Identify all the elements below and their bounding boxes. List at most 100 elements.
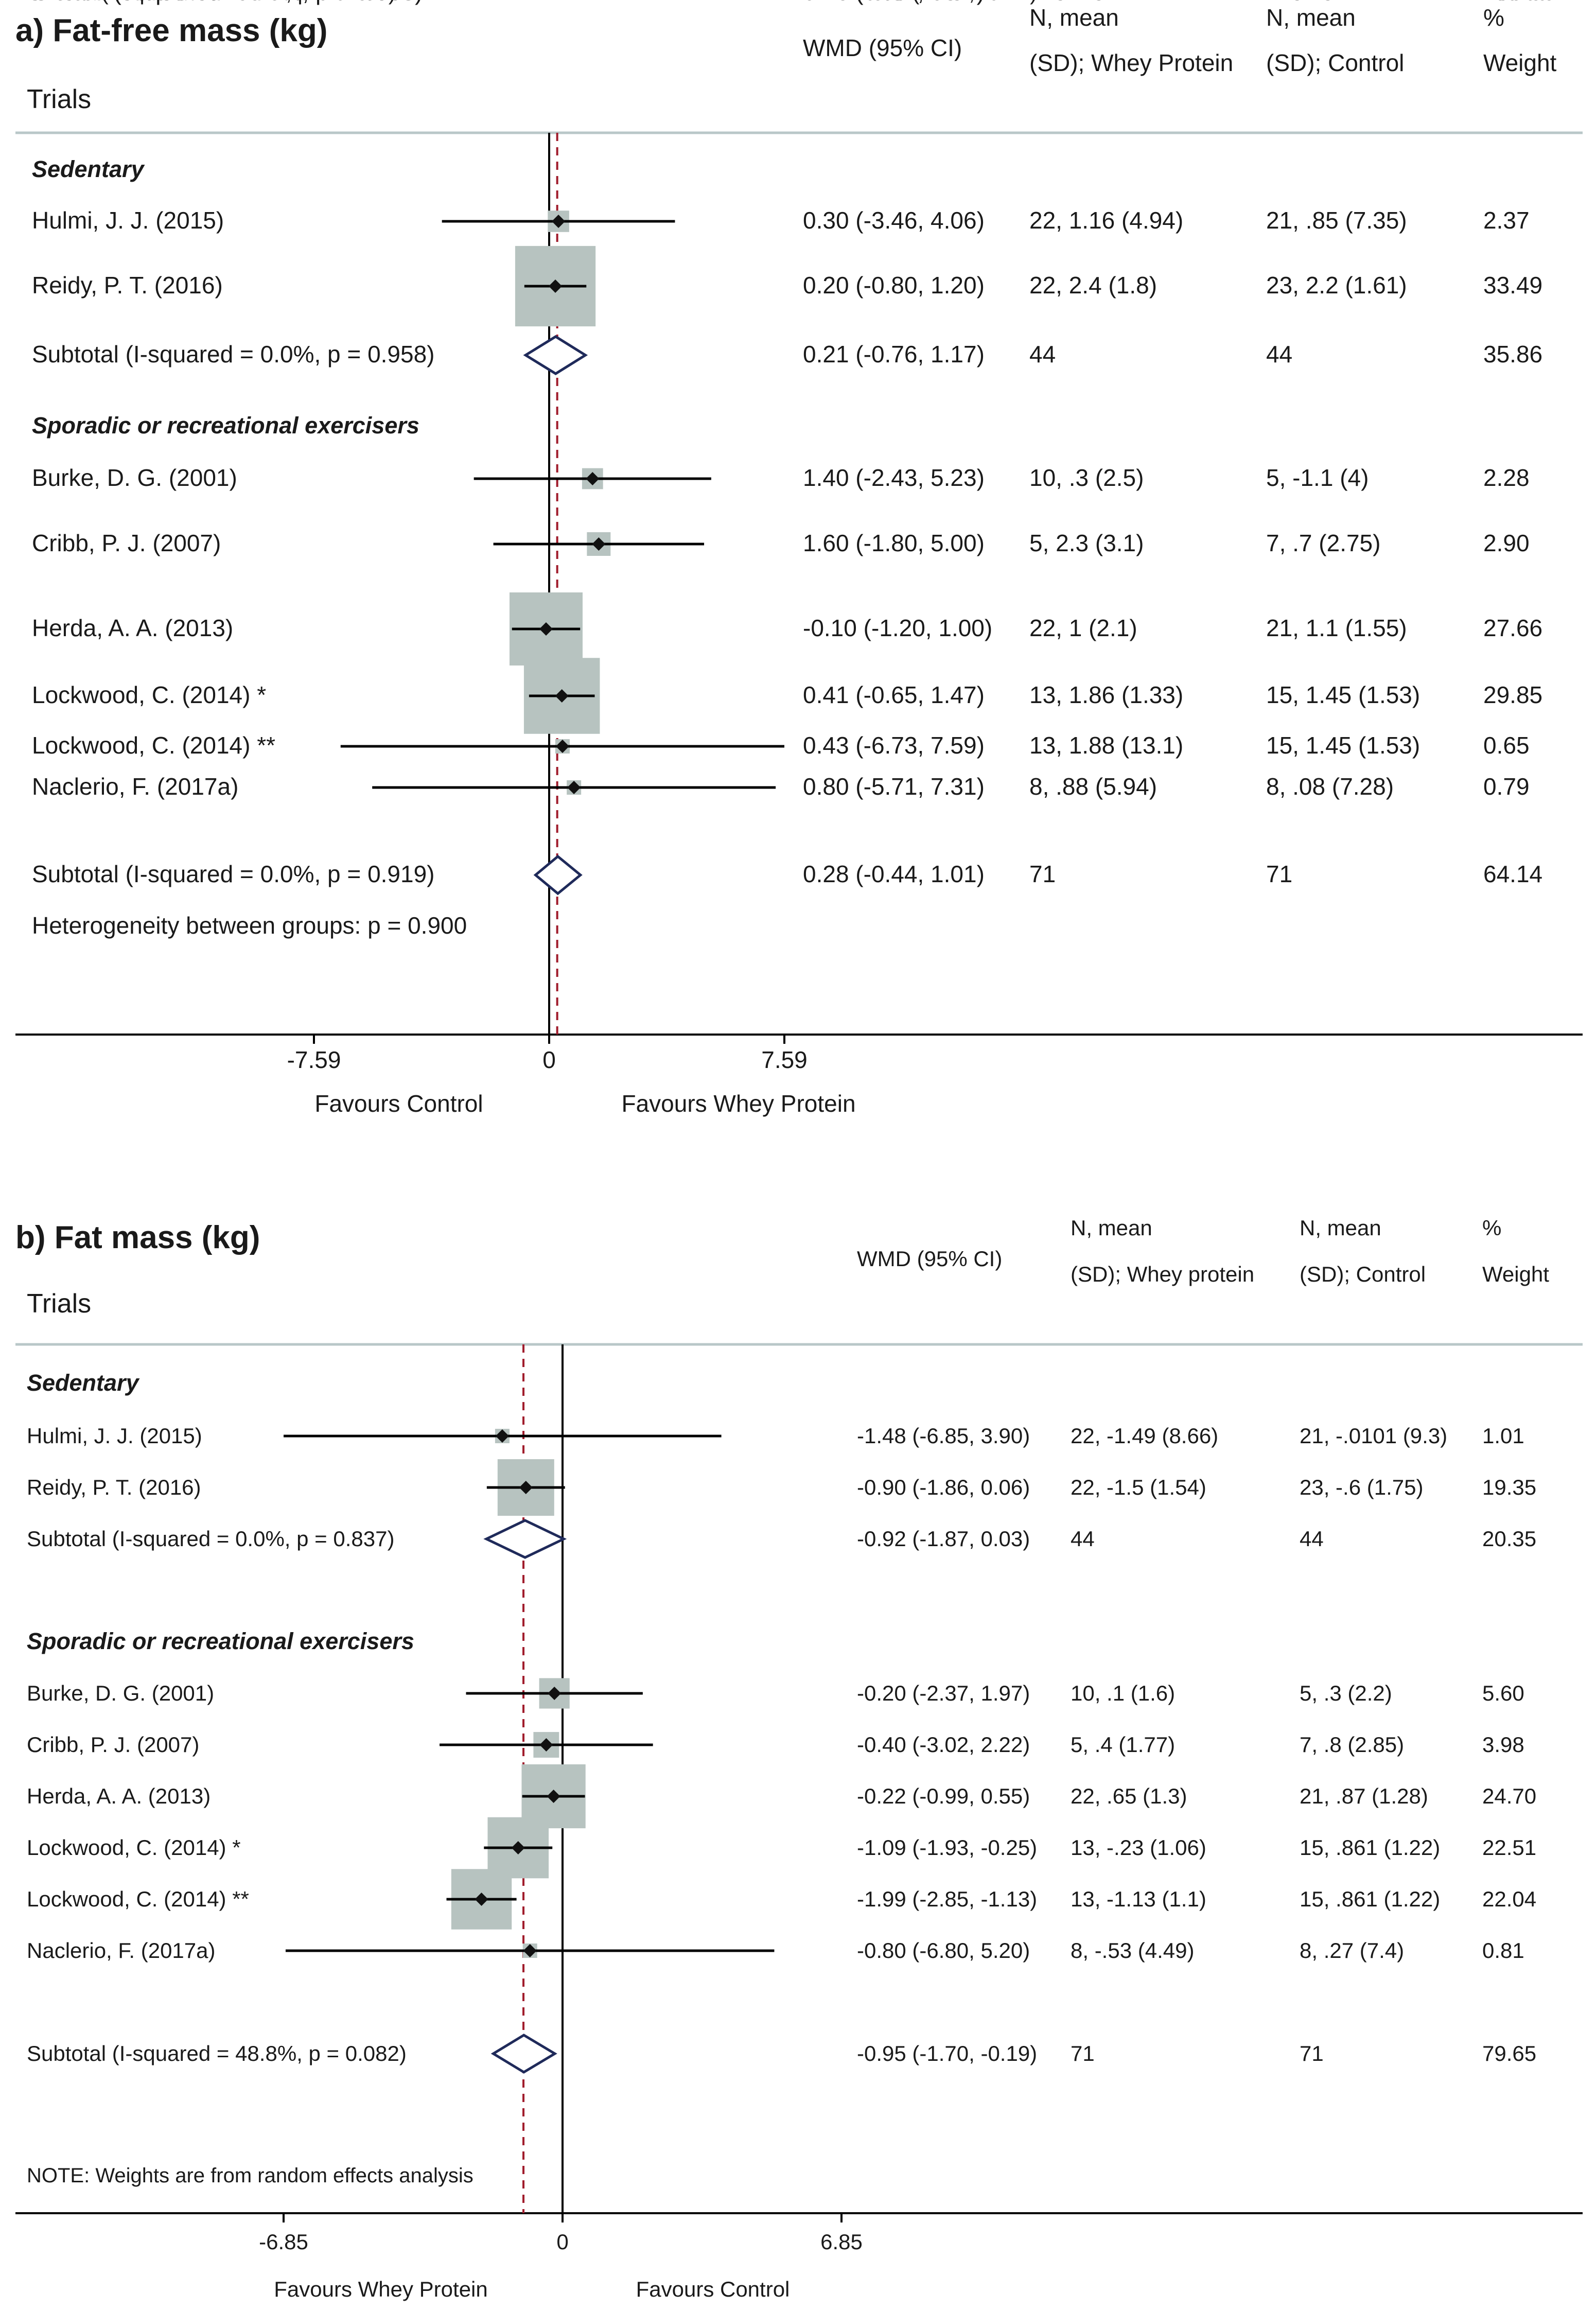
wmd-ci-value: -0.22 (-0.99, 0.55) [857,1784,1030,1808]
whey-n-mean-sd: 10, .1 (1.6) [1071,1681,1175,1705]
wmd-ci-value: -0.90 (-1.86, 0.06) [857,1475,1030,1499]
wmd-ci-value: 0.30 (-3.46, 4.06) [803,207,985,234]
panel-title: a) Fat-free mass (kg) [15,13,327,48]
percent-weight: 5.60 [1482,1681,1524,1705]
study-label: Burke, D. G. (2001) [27,1681,214,1705]
control-n-mean-sd: 15, .861 (1.22) [1300,1835,1440,1860]
axis-tick-label: 7.59 [761,1046,808,1073]
control-header-line2: (SD); Control [1300,1262,1426,1286]
study-point-estimate [592,537,606,551]
percent-weight: 24.70 [1482,1784,1536,1808]
subtotal-label: Overall (I-squared = 0.0%, p = 0.983) [32,0,423,5]
wmd-ci-value: 0.43 (-6.73, 7.59) [803,732,985,759]
study-label: Lockwood, C. (2014) * [27,1835,241,1860]
whey-header-line1: N, mean [1029,4,1119,31]
study-point-estimate [539,622,553,636]
wmd-ci-value: -1.99 (-2.85, -1.13) [857,1887,1037,1911]
subtotal-label: Subtotal (I-squared = 0.0%, p = 0.837) [27,1527,394,1551]
percent-weight: 20.35 [1482,1527,1536,1551]
percent-weight: 100.00 [1482,0,1548,5]
whey-n-mean-sd: 13, 1.88 (13.1) [1029,732,1183,759]
control-n-mean-sd: 5, .3 (2.2) [1300,1681,1392,1705]
panel-title: b) Fat mass (kg) [15,1220,260,1255]
percent-weight: 2.28 [1483,464,1530,491]
axis-tick-label: 0 [542,1046,556,1073]
whey-n-mean-sd: 5, 2.3 (3.1) [1029,530,1144,556]
whey-n-mean-sd: 115 [1071,0,1105,5]
control-header-line1: N, mean [1266,4,1356,31]
whey-n-mean-sd: 22, -1.5 (1.54) [1071,1475,1206,1499]
axis-tick-label: -6.85 [259,2230,308,2254]
percent-weight: 2.90 [1483,530,1530,556]
control-n-mean-sd: 15, 1.45 (1.53) [1266,732,1420,759]
whey-n-mean-sd: 5, .4 (1.77) [1071,1732,1175,1757]
wmd-ci-value: 0.41 (-0.65, 1.47) [803,681,985,708]
percent-weight: 0.79 [1483,773,1530,800]
wmd-ci-value: 1.60 (-1.80, 5.00) [803,530,985,556]
percent-weight: 3.98 [1482,1732,1524,1757]
percent-weight: 100.00 [1483,0,1556,5]
whey-n-mean-sd: 22, -1.49 (8.66) [1071,1424,1218,1448]
subgroup-heading: Sedentary [32,156,145,182]
whey-n-mean-sd: 71 [1071,2041,1095,2065]
study-label: Hulmi, J. J. (2015) [27,1424,202,1448]
control-header-line1: N, mean [1300,1216,1381,1240]
wmd-ci-value: 0.80 (-5.71, 7.31) [803,773,985,800]
wmd-ci-value: -0.95 (-1.70, -0.19) [857,2041,1037,2065]
whey-n-mean-sd: 22, 1 (2.1) [1029,615,1137,641]
study-point-estimate [519,1481,533,1494]
study-label: Cribb, P. J. (2007) [27,1732,199,1757]
wmd-ci-value: -1.48 (-6.85, 3.90) [857,1424,1030,1448]
subgroup-heading: Sedentary [27,1370,140,1396]
study-label: Lockwood, C. (2014) ** [32,732,275,759]
study-label: Hulmi, J. J. (2015) [32,207,224,234]
wmd-ci-value: 0.26 (-0.32, 0.84) [803,0,985,5]
whey-n-mean-sd: 8, .88 (5.94) [1029,773,1157,800]
study-point-estimate [511,1841,525,1854]
study-label: Reidy, P. T. (2016) [27,1475,201,1499]
control-n-mean-sd: 23, 2.2 (1.61) [1266,272,1407,299]
subgroup-heading: Sporadic or recreational exercisers [27,1628,414,1654]
trials-label: Trials [27,1289,91,1319]
control-n-mean-sd: 5, -1.1 (4) [1266,464,1369,491]
wmd-ci-value: 0.20 (-0.80, 1.20) [803,272,985,299]
whey-n-mean-sd: 44 [1029,341,1056,367]
percent-weight: 22.04 [1482,1887,1536,1911]
percent-weight: 79.65 [1482,2041,1536,2065]
control-n-mean-sd: 21, .87 (1.28) [1300,1784,1428,1808]
subtotal-label: Subtotal (I-squared = 0.0%, p = 0.958) [32,341,435,367]
wmd-ci-value: -0.40 (-3.02, 2.22) [857,1732,1030,1757]
study-label: Reidy, P. T. (2016) [32,272,223,299]
wmd-ci-value: -0.10 (-1.20, 1.00) [803,615,992,641]
control-n-mean-sd: 15, .861 (1.22) [1300,1887,1440,1911]
pooled-estimate-diamond [533,854,583,896]
whey-n-mean-sd: 8, -.53 (4.49) [1071,1938,1194,1963]
control-n-mean-sd: 115 [1300,0,1334,5]
percent-weight: 35.86 [1483,341,1542,367]
percent-weight: 27.66 [1483,615,1542,641]
axis-tick-label: 6.85 [820,2230,863,2254]
whey-n-mean-sd: 13, -1.13 (1.1) [1071,1887,1206,1911]
study-point-estimate [586,472,600,485]
whey-n-mean-sd: 13, 1.86 (1.33) [1029,681,1183,708]
axis-label-right: Favours Whey Protein [621,1090,855,1117]
control-n-mean-sd: 7, .8 (2.85) [1300,1732,1404,1757]
study-point-estimate [547,1790,560,1803]
axis-tick-label: 0 [556,2230,568,2254]
study-point-estimate [555,740,569,753]
study-label: Herda, A. A. (2013) [27,1784,211,1808]
control-header-line2: (SD); Control [1266,49,1404,76]
pooled-estimate-diamond [483,1519,567,1559]
control-n-mean-sd: 21, 1.1 (1.55) [1266,615,1407,641]
heterogeneity-note: Heterogeneity between groups: p = 0.900 [32,912,467,939]
whey-n-mean-sd: 44 [1071,1527,1095,1551]
percent-weight: 2.37 [1483,207,1530,234]
percent-weight: 1.01 [1482,1424,1524,1448]
wmd-ci-value: -0.96 (-1.51, -0.42) [857,0,1037,5]
whey-header-line2: (SD); Whey protein [1071,1262,1254,1286]
pooled-estimate-diamond [490,2034,557,2074]
percent-weight: 29.85 [1483,681,1542,708]
weight-header-line2: Weight [1483,49,1557,76]
control-n-mean-sd: 44 [1266,341,1292,367]
